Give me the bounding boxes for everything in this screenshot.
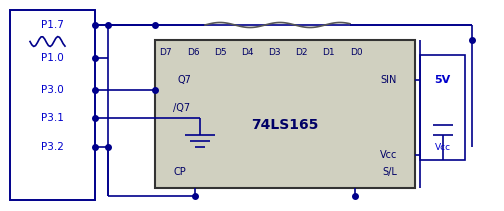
Text: D2: D2 (295, 47, 307, 57)
Text: D3: D3 (268, 47, 280, 57)
FancyBboxPatch shape (10, 10, 95, 200)
Text: P3.1: P3.1 (40, 113, 64, 123)
Text: D7: D7 (159, 47, 171, 57)
Text: 5V: 5V (434, 75, 451, 85)
Text: Vcc: Vcc (380, 150, 397, 160)
Text: Q7: Q7 (177, 75, 191, 85)
Text: /Q7: /Q7 (173, 103, 190, 113)
Text: P1.7: P1.7 (40, 20, 64, 30)
Text: P3.0: P3.0 (41, 85, 64, 95)
Text: SIN: SIN (381, 75, 397, 85)
Text: D6: D6 (186, 47, 199, 57)
Text: S/L: S/L (382, 167, 397, 177)
Text: 74LS165: 74LS165 (251, 118, 319, 132)
Text: CP: CP (173, 167, 186, 177)
Text: D5: D5 (214, 47, 226, 57)
FancyBboxPatch shape (155, 40, 415, 188)
Text: D4: D4 (241, 47, 253, 57)
FancyBboxPatch shape (420, 55, 465, 160)
Text: D1: D1 (322, 47, 334, 57)
Text: P3.2: P3.2 (40, 142, 64, 152)
Text: D0: D0 (350, 47, 362, 57)
Text: Vcc: Vcc (434, 143, 451, 153)
Text: P1.0: P1.0 (41, 53, 64, 63)
